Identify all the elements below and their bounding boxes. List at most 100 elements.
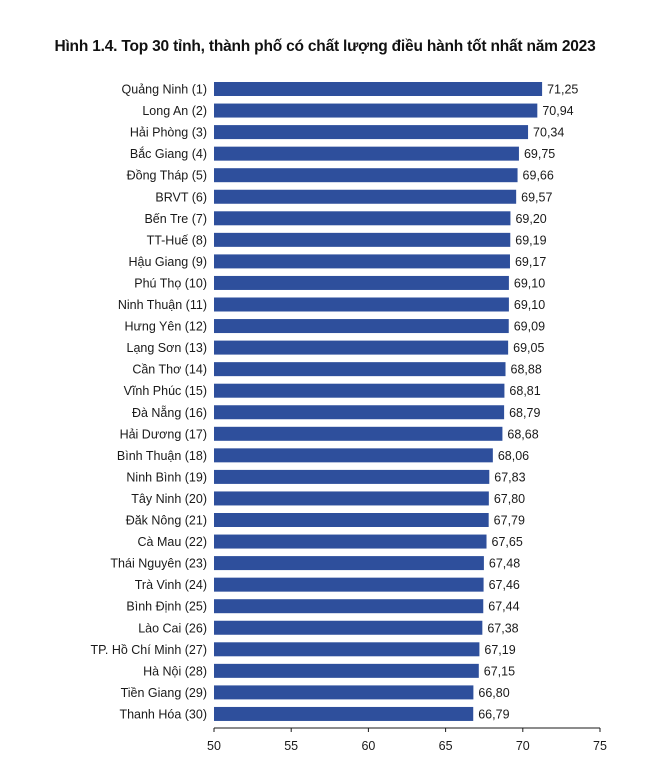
bar <box>214 82 543 96</box>
value-label: 69,09 <box>514 320 545 334</box>
value-label: 68,68 <box>507 427 538 441</box>
category-label: TP. Hồ Chí Minh (27) <box>91 643 207 657</box>
category-label: Lạng Sơn (13) <box>127 341 207 355</box>
category-label: Thái Nguyên (23) <box>110 557 207 571</box>
bar <box>214 620 483 635</box>
category-label: Bình Định (25) <box>126 600 207 614</box>
value-label: 69,19 <box>515 233 546 247</box>
chart-title: Hình 1.4. Top 30 tỉnh, thành phố có chất… <box>54 38 596 55</box>
bar <box>214 232 511 247</box>
value-label: 69,10 <box>514 276 545 290</box>
value-label: 67,79 <box>494 514 525 528</box>
bar <box>214 491 489 506</box>
bar <box>214 534 487 549</box>
value-label: 66,79 <box>478 707 509 721</box>
value-label: 71,25 <box>547 83 578 97</box>
category-label: Lào Cai (26) <box>138 621 207 635</box>
bar <box>214 297 509 312</box>
category-label: Ninh Bình (19) <box>126 470 207 484</box>
value-label: 68,88 <box>511 363 542 377</box>
category-label: Tiền Giang (29) <box>121 686 207 700</box>
bar <box>214 426 503 441</box>
value-label: 68,06 <box>498 449 529 463</box>
bar <box>214 189 517 204</box>
category-label: Hậu Giang (9) <box>128 255 207 269</box>
bar <box>214 125 529 140</box>
category-label: Đà Nẵng (16) <box>132 405 207 420</box>
value-label: 66,80 <box>478 686 509 700</box>
category-label: Hà Nội (28) <box>143 664 207 678</box>
category-label: Đồng Tháp (5) <box>127 169 207 183</box>
x-tick-label: 75 <box>593 739 607 753</box>
category-label: Bắc Giang (4) <box>130 146 207 161</box>
x-tick-label: 65 <box>439 739 453 753</box>
value-label: 67,19 <box>484 643 515 657</box>
category-label: TT-Huế (8) <box>147 233 207 247</box>
bar <box>214 340 509 355</box>
value-label: 67,15 <box>484 664 515 678</box>
value-label: 67,48 <box>489 557 520 571</box>
bar <box>214 642 480 657</box>
bar <box>214 211 511 226</box>
bar <box>214 146 519 161</box>
category-label: Long An (2) <box>142 104 207 118</box>
value-label: 68,79 <box>509 406 540 420</box>
category-label: Cần Thơ (14) <box>132 363 207 377</box>
bar <box>214 103 538 118</box>
category-label: Đăk Nông (21) <box>126 514 207 528</box>
bar <box>214 577 484 592</box>
value-label: 67,80 <box>494 492 525 506</box>
category-label: Vĩnh Phúc (15) <box>124 384 207 398</box>
category-label: Hải Dương (17) <box>120 427 207 441</box>
bar <box>214 383 505 398</box>
bar <box>214 254 510 269</box>
category-label: Hải Phòng (3) <box>130 126 207 140</box>
value-label: 67,65 <box>492 535 523 549</box>
bar <box>214 362 506 377</box>
value-label: 70,34 <box>533 126 564 140</box>
category-label: Trà Vinh (24) <box>135 578 207 592</box>
category-label: Cà Mau (22) <box>138 535 207 549</box>
bar <box>214 275 509 290</box>
category-label: Thanh Hóa (30) <box>119 707 207 721</box>
bar <box>214 469 490 484</box>
category-label: Phú Thọ (10) <box>134 276 207 290</box>
x-tick-label: 70 <box>516 739 530 753</box>
bar <box>214 405 505 420</box>
value-label: 69,66 <box>523 169 554 183</box>
bar <box>214 685 474 700</box>
bar <box>214 599 484 614</box>
bar <box>214 556 484 571</box>
x-tick-label: 60 <box>361 739 375 753</box>
bar <box>214 706 474 721</box>
bar <box>214 448 493 463</box>
category-label: Bình Thuận (18) <box>117 449 207 463</box>
value-label: 69,10 <box>514 298 545 312</box>
value-label: 69,17 <box>515 255 546 269</box>
bars-group: Quảng Ninh (1) 71,25 Long An (2) 70,94 Hải P… <box>91 82 578 721</box>
value-label: 68,81 <box>509 384 540 398</box>
category-label: Ninh Thuận (11) <box>118 298 207 312</box>
category-label: Quảng Ninh (1) <box>122 83 207 97</box>
category-label: BRVT (6) <box>155 190 207 204</box>
value-label: 69,20 <box>515 212 546 226</box>
value-label: 69,57 <box>521 190 552 204</box>
category-label: Bến Tre (7) <box>144 212 207 226</box>
value-label: 67,38 <box>487 621 518 635</box>
value-label: 67,44 <box>488 600 519 614</box>
bar <box>214 319 509 334</box>
category-label: Tây Ninh (20) <box>131 492 207 506</box>
value-label: 67,46 <box>489 578 520 592</box>
x-axis: 50 55 60 65 70 75 <box>207 727 607 753</box>
value-label: 69,05 <box>513 341 544 355</box>
bar <box>214 663 479 678</box>
category-label: Hưng Yên (12) <box>125 320 208 334</box>
bar <box>214 168 518 183</box>
value-label: 70,94 <box>542 104 573 118</box>
value-label: 69,75 <box>524 147 555 161</box>
x-tick-label: 50 <box>207 739 221 753</box>
value-label: 67,83 <box>494 470 525 484</box>
x-tick-label: 55 <box>284 739 298 753</box>
bar <box>214 513 489 527</box>
